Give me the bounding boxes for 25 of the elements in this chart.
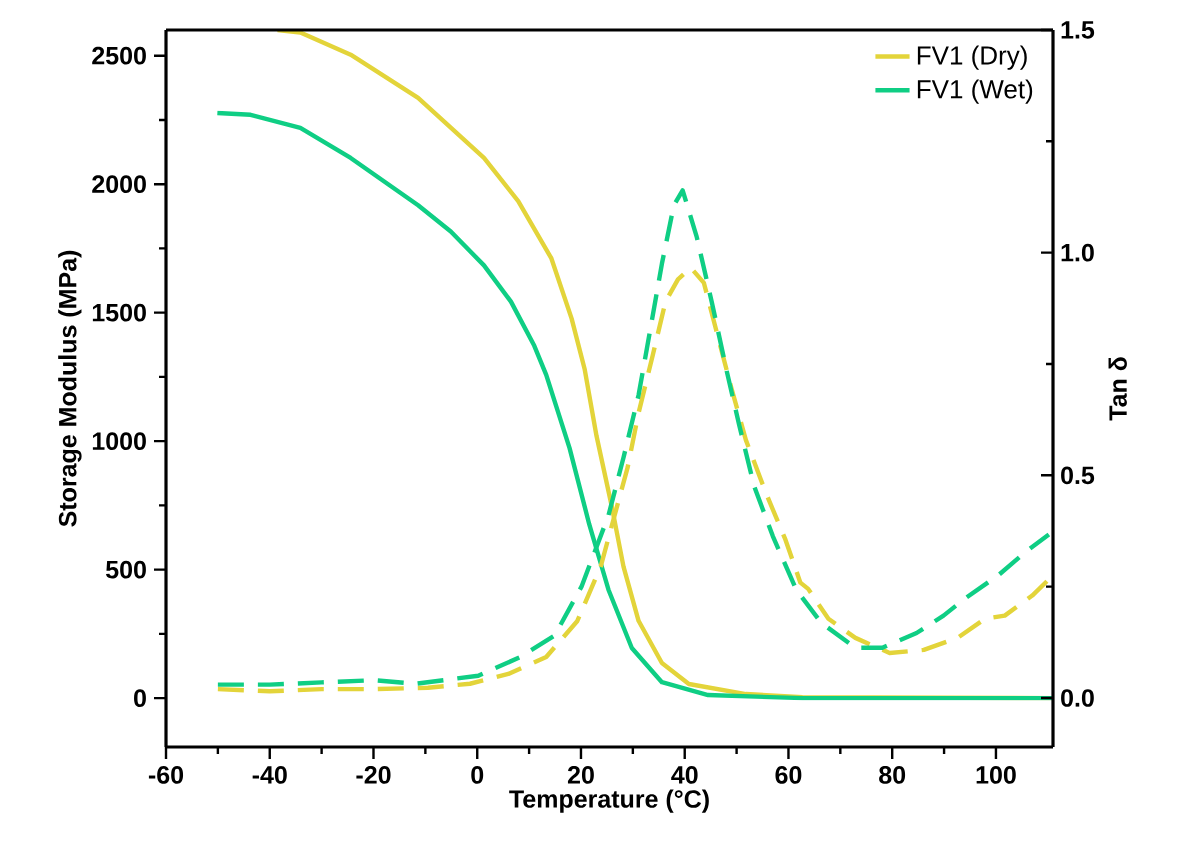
x-tick-label: -40: [252, 766, 287, 784]
x-tick-label: 20: [567, 766, 594, 784]
y2-tick-label: 0.0: [1061, 689, 1094, 707]
x-tick-label: 80: [879, 766, 906, 784]
y-tick-label: 500: [106, 560, 146, 579]
legend-label: FV1 (Dry): [917, 45, 1027, 70]
x-tick-label: 60: [775, 766, 802, 784]
y-tick-label: 1500: [92, 303, 146, 322]
x-axis-title: Temperature (°C): [509, 789, 709, 813]
y2-tick-label: 0.5: [1061, 466, 1095, 485]
line-series: [215, 110, 1054, 701]
y-tick-label: 2000: [92, 175, 146, 194]
y-tick-label: 0: [134, 689, 146, 708]
y-axis-title: Storage Modulus (MPa): [58, 250, 82, 527]
y-tick-label: 2500: [92, 46, 146, 65]
x-tick-label: -60: [148, 766, 184, 784]
y2-axis-title: Tan δ: [1108, 357, 1127, 421]
y2-tick-label: 1.5: [1061, 21, 1095, 39]
x-tick-label: 100: [976, 766, 1016, 784]
legend-label: FV1 (Wet): [917, 79, 1033, 104]
y-tick-label: 1000: [92, 432, 146, 451]
x-tick-label: -20: [356, 766, 391, 784]
x-tick-label: 0: [471, 766, 484, 784]
x-tick-label: 40: [671, 766, 698, 784]
y2-tick-label: 1.0: [1061, 243, 1094, 262]
